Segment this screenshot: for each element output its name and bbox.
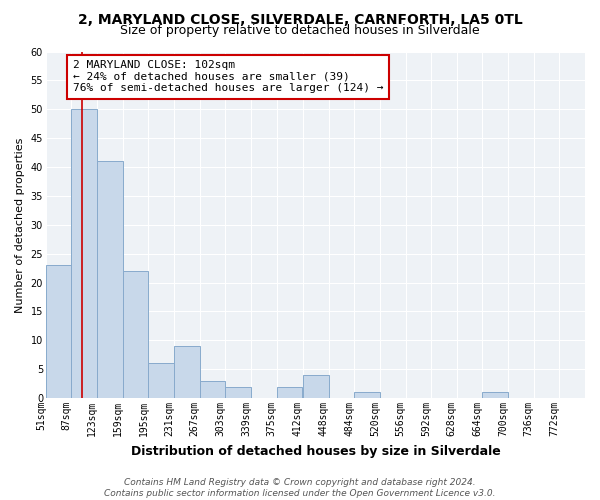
Bar [97, 162, 123, 398]
Bar [354, 392, 380, 398]
Bar [148, 364, 174, 398]
Bar [46, 266, 71, 398]
Bar [123, 271, 148, 398]
Text: 2, MARYLAND CLOSE, SILVERDALE, CARNFORTH, LA5 0TL: 2, MARYLAND CLOSE, SILVERDALE, CARNFORTH… [77, 12, 523, 26]
Text: Size of property relative to detached houses in Silverdale: Size of property relative to detached ho… [120, 24, 480, 37]
Text: 2 MARYLAND CLOSE: 102sqm
← 24% of detached houses are smaller (39)
76% of semi-d: 2 MARYLAND CLOSE: 102sqm ← 24% of detach… [73, 60, 383, 94]
Bar [277, 386, 302, 398]
Bar [303, 375, 329, 398]
Bar [482, 392, 508, 398]
X-axis label: Distribution of detached houses by size in Silverdale: Distribution of detached houses by size … [131, 444, 500, 458]
Y-axis label: Number of detached properties: Number of detached properties [15, 137, 25, 312]
Bar [174, 346, 200, 398]
Bar [200, 381, 226, 398]
Bar [226, 386, 251, 398]
Bar [71, 110, 97, 398]
Text: Contains HM Land Registry data © Crown copyright and database right 2024.
Contai: Contains HM Land Registry data © Crown c… [104, 478, 496, 498]
